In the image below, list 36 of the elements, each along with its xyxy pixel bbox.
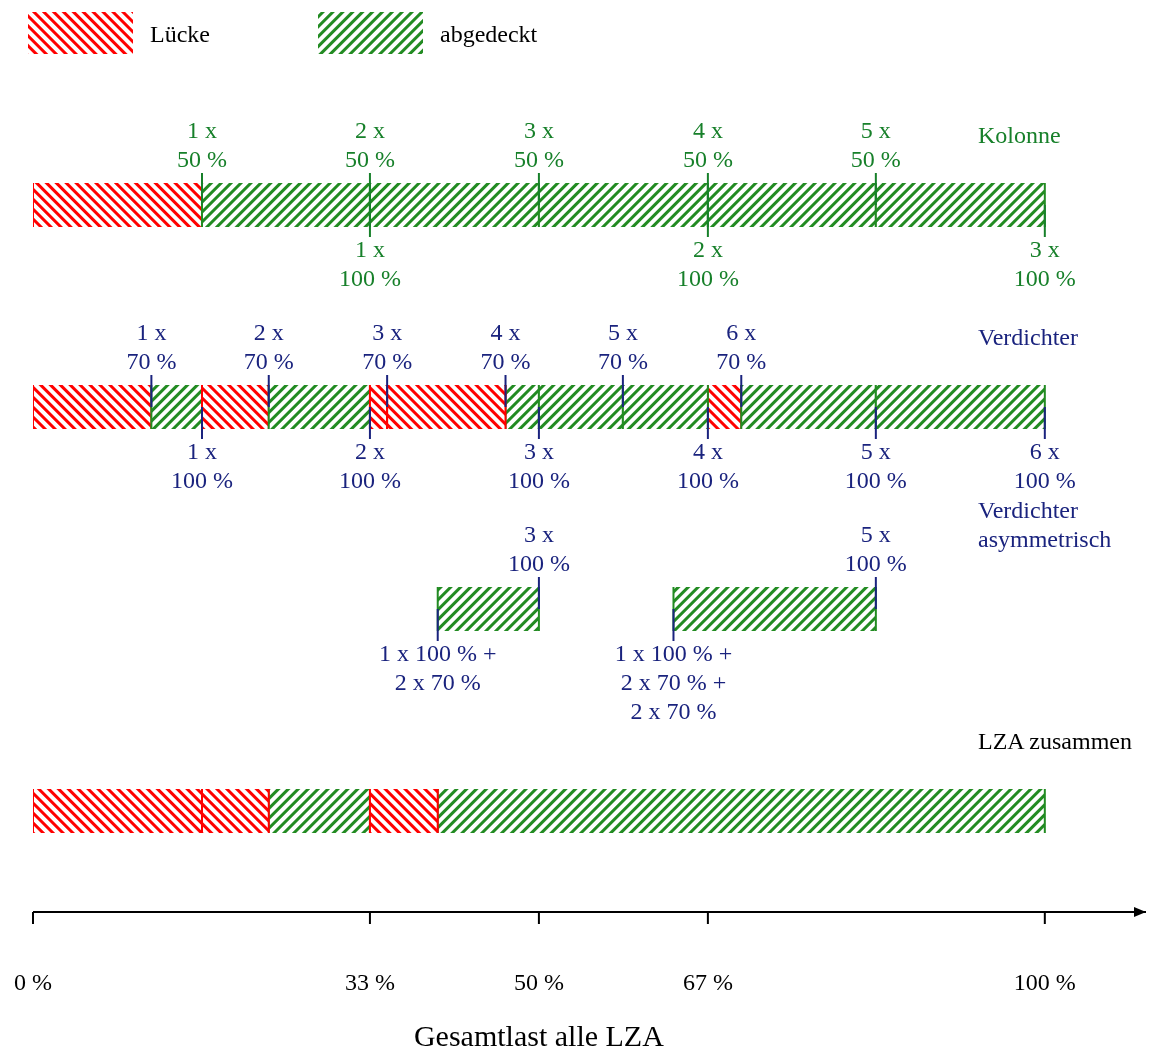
annotation: 5 x 70 % xyxy=(597,319,648,374)
annotation: 2 x 100 % xyxy=(338,438,401,493)
annotation: 1 x 50 % xyxy=(176,117,227,172)
annotation: 2 x 50 % xyxy=(344,117,395,172)
annotation: 4 x 50 % xyxy=(682,117,733,172)
x-tick-label: 100 % xyxy=(1013,969,1076,995)
annotation: 4 x 100 % xyxy=(676,438,739,493)
annotation: 5 x 100 % xyxy=(844,521,907,576)
annotation: 3 x 100 % xyxy=(1013,236,1076,291)
legend-label: Lücke xyxy=(150,21,210,47)
legend-label: abgedeckt xyxy=(440,21,538,47)
x-tick-label: 0 % xyxy=(14,969,52,995)
annotation: 2 x 100 % xyxy=(676,236,739,291)
annotation: 5 x 50 % xyxy=(850,117,901,172)
annotation: 3 x 100 % xyxy=(507,521,570,576)
y-tick-label: Kolonne xyxy=(978,122,1061,148)
annotation: 1 x 100 % + 2 x 70 % xyxy=(378,640,497,695)
annotation: 3 x 50 % xyxy=(513,117,564,172)
annotation: 5 x 100 % xyxy=(844,438,907,493)
annotation: 3 x 100 % xyxy=(507,438,570,493)
annotation: 1 x 100 % xyxy=(170,438,233,493)
annotation: 6 x 70 % xyxy=(716,319,767,374)
annotation: 3 x 70 % xyxy=(362,319,413,374)
x-axis-title: Gesamtlast alle LZA xyxy=(413,1019,665,1052)
x-tick-label: 67 % xyxy=(682,969,733,995)
y-tick-label: Verdichter asymmetrisch xyxy=(978,497,1112,552)
annotation: 1 x 100 % + 2 x 70 % + 2 x 70 % xyxy=(614,640,733,724)
annotation: 1 x 70 % xyxy=(126,319,177,374)
annotation: 2 x 70 % xyxy=(243,319,294,374)
annotation: 4 x 70 % xyxy=(480,319,531,374)
x-tick-label: 33 % xyxy=(344,969,395,995)
annotation: 1 x 100 % xyxy=(338,236,401,291)
x-tick-label: 50 % xyxy=(513,969,564,995)
y-tick-label: Verdichter xyxy=(978,324,1078,350)
annotation: 6 x 100 % xyxy=(1013,438,1076,493)
y-tick-label: LZA zusammen xyxy=(978,728,1132,754)
